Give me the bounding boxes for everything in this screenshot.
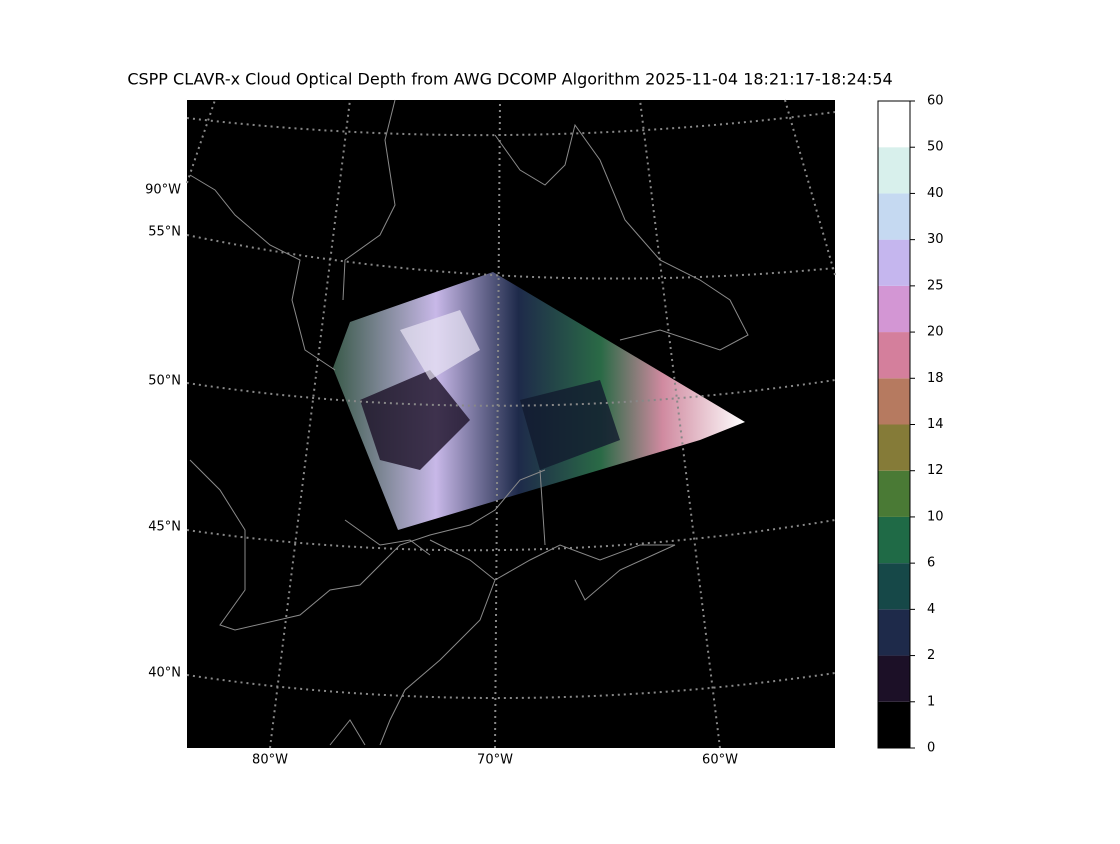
coastline <box>329 719 366 746</box>
colorbar-tick-label: 50 <box>927 140 944 155</box>
coastline <box>379 539 496 746</box>
axis-label: 40°N <box>148 666 181 681</box>
colorbar-tick-label: 18 <box>927 371 944 386</box>
title: CSPP CLAVR-x Cloud Optical Depth from AW… <box>127 70 892 89</box>
axis-label: 60°W <box>702 753 738 768</box>
colorbar-bin <box>878 609 910 656</box>
coastline <box>494 123 749 351</box>
axis-label: 50°N <box>148 374 181 389</box>
colorbar-tick-label: 0 <box>927 741 935 756</box>
left-labels: 90°W 55°N 50°N 45°N 40°N <box>145 183 181 681</box>
colorbar-bin <box>878 239 910 286</box>
colorbar-bin <box>878 378 910 425</box>
map <box>186 99 836 749</box>
coastline <box>189 174 336 371</box>
colorbar-bin <box>878 332 910 379</box>
parallel <box>186 111 836 137</box>
colorbar-tick-label: 10 <box>927 509 944 524</box>
colorbar-bin <box>878 424 910 471</box>
coastline <box>342 99 396 301</box>
colorbar-tick-label: 14 <box>927 417 944 432</box>
axis-label: 55°N <box>148 225 181 240</box>
coastlines <box>189 99 749 746</box>
swath-patch <box>360 370 470 470</box>
colorbar-bin <box>878 470 910 517</box>
colorbar-tick-label: 30 <box>927 232 944 247</box>
swath-patch <box>400 310 480 380</box>
axis-label: 90°W <box>145 183 181 198</box>
colorbar-bin <box>878 516 910 564</box>
colorbar-bin <box>878 147 910 194</box>
axis-label: 45°N <box>148 520 181 535</box>
parallel <box>186 234 836 280</box>
colorbar-tick-label: 6 <box>927 556 935 571</box>
axis-label: 80°W <box>252 753 288 768</box>
axis-label: 70°W <box>477 753 513 768</box>
colorbar-tick-label: 25 <box>927 278 944 293</box>
coastline <box>494 544 676 601</box>
colorbar-bin <box>878 655 910 702</box>
border <box>539 469 546 546</box>
meridian <box>639 99 721 749</box>
colorbar-bin <box>878 563 910 610</box>
coastline <box>344 519 431 556</box>
bottom-labels: 80°W 70°W 60°W <box>252 753 738 768</box>
colorbar-bin <box>878 701 910 748</box>
parallel <box>186 519 836 552</box>
meridian <box>784 99 836 276</box>
colorbar-tick-label: 1 <box>927 694 935 709</box>
meridian <box>494 99 501 749</box>
coastline <box>189 459 546 631</box>
swath-patch <box>520 380 620 470</box>
colorbar-tick-label: 40 <box>927 186 944 201</box>
colorbar-bin <box>878 285 910 333</box>
graticule <box>186 99 836 749</box>
colorbar-tick-label: 4 <box>927 602 935 617</box>
meridian <box>269 99 351 749</box>
meridian <box>186 99 216 184</box>
parallel <box>186 379 836 407</box>
colorbar-bin <box>878 101 910 148</box>
colorbar-tick-label: 60 <box>927 94 944 109</box>
parallel <box>186 672 836 699</box>
colorbar-tick-label: 20 <box>927 325 944 340</box>
colorbar-tick-label: 2 <box>927 648 935 663</box>
colorbar-bin <box>878 193 910 240</box>
colorbar-tick-label: 12 <box>927 463 944 478</box>
